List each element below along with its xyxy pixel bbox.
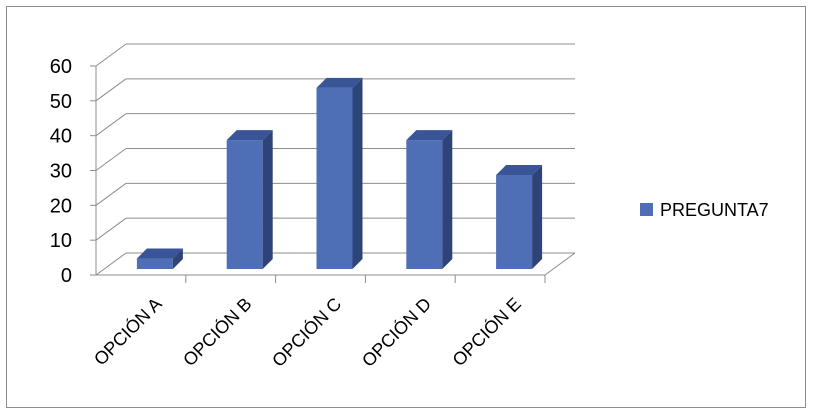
bar-side: [352, 77, 363, 269]
bar: [316, 77, 363, 269]
bar-side: [262, 130, 273, 269]
gridlines: [90, 43, 575, 276]
x-tick-label: OPCIÓN C: [268, 293, 346, 371]
x-tick-label: OPCIÓN A: [89, 293, 165, 369]
gridline-wall: [95, 252, 127, 276]
bar: [496, 164, 543, 269]
chart-frame: [6, 6, 806, 408]
x-tick-label: OPCIÓN B: [178, 293, 255, 370]
gridline-wall: [95, 217, 127, 241]
bar-side: [532, 164, 543, 269]
x-axis-labels: OPCIÓN A OPCIÓN B OPCIÓN C OPCIÓN D OPCIÓN E: [89, 293, 525, 371]
bar: [406, 130, 453, 269]
bar-front: [226, 140, 263, 269]
bar-top: [496, 164, 543, 175]
bars: [136, 77, 543, 269]
x-tick-label: OPCIÓN E: [448, 293, 525, 370]
gridline-wall: [95, 148, 127, 171]
bar: [226, 130, 273, 269]
gridline-wall: [95, 78, 127, 102]
chart-walls: [95, 66, 576, 283]
gridline-wall: [95, 113, 127, 137]
legend-swatch: [640, 203, 653, 216]
y-axis-ticks: 0 10 20 30 40 50 60: [50, 56, 72, 287]
y-tick-label: 60: [50, 56, 72, 78]
bar-side: [172, 248, 183, 269]
bar-top: [136, 248, 183, 259]
y-tick-label: 0: [61, 265, 72, 287]
bar-top: [226, 130, 273, 141]
y-tick-label: 50: [50, 91, 72, 113]
bar-top: [316, 77, 363, 88]
bar-front: [406, 140, 443, 269]
x-tick-label: OPCIÓN D: [357, 293, 435, 371]
legend-label: PREGUNTA7: [660, 200, 769, 220]
bar-front: [316, 87, 353, 269]
y-tick-label: 30: [50, 161, 72, 183]
y-tick-label: 20: [50, 195, 72, 217]
legend: PREGUNTA7: [640, 200, 769, 220]
bar-front: [496, 174, 533, 269]
y-tick-label: 40: [50, 126, 72, 148]
gridline-wall: [95, 43, 127, 67]
bar: [136, 248, 183, 269]
gridline-wall: [95, 182, 127, 206]
bar-front: [136, 258, 173, 269]
bar-side: [442, 130, 453, 269]
bar-top: [406, 130, 453, 141]
y-tick-label: 10: [50, 230, 72, 252]
floor-edge: [544, 252, 576, 276]
